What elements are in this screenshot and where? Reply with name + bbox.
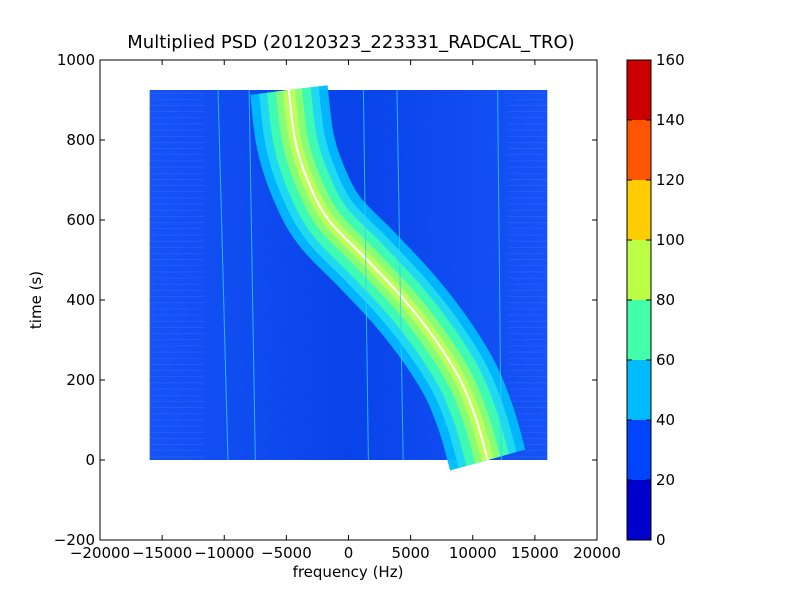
x-tick-label: −20000 (70, 544, 130, 562)
y-tick-label: 600 (66, 211, 95, 229)
x-tick-label: 15000 (511, 544, 559, 562)
x-tick-label: 5000 (392, 544, 430, 562)
tone-line (217, 89, 229, 461)
colorbar-segment (627, 300, 651, 360)
colorbar-segment (627, 420, 651, 480)
y-tick-label: 400 (66, 291, 95, 309)
tone-line (396, 89, 404, 461)
colorbar-segment (627, 120, 651, 180)
chart-title: Multiplied PSD (20120323_223331_RADCAL_T… (127, 32, 574, 53)
colorbar-segment (627, 360, 651, 420)
x-tick-label: 0 (344, 544, 354, 562)
colorbar-tick-label: 80 (656, 291, 675, 309)
colorbar: 0 20 40 60 80 100 120 140 160 (626, 51, 685, 549)
x-tick-label: 20000 (573, 544, 621, 562)
y-tick-label: 1000 (57, 51, 95, 69)
y-tick-label: 200 (66, 371, 95, 389)
trace-band (287, 89, 489, 461)
x-tick-label: −15000 (132, 544, 192, 562)
x-ticks: −20000 −15000 −10000 −5000 0 5000 10000 15000 20… (70, 60, 621, 562)
colorbar-tick-label: 40 (656, 411, 675, 429)
plot-area: −20000 −15000 −10000 −5000 0 5000 10000 15000 20… (54, 51, 621, 562)
heatmap (149, 85, 548, 471)
colorbar-tick-label: 140 (656, 111, 685, 129)
colorbar-tick-label: 60 (656, 351, 675, 369)
tone-line (362, 89, 369, 461)
colorbar-tick-label: 120 (656, 171, 685, 189)
x-tick-label: 10000 (449, 544, 497, 562)
x-tick-label: −5000 (261, 544, 312, 562)
y-axis-label: time (s) (27, 271, 45, 329)
colorbar-segment (627, 180, 651, 240)
y-tick-label: −200 (54, 531, 95, 549)
y-ticks: −200 0 200 400 600 800 1000 (54, 51, 597, 549)
y-tick-label: 0 (85, 451, 95, 469)
colorbar-segment (627, 480, 651, 540)
colorbar-segment (627, 60, 651, 120)
tone-line (497, 89, 502, 461)
x-tick-label: −10000 (194, 544, 254, 562)
tone-line (248, 89, 256, 461)
colorbar-tick-label: 160 (656, 51, 685, 69)
colorbar-tick-label: 100 (656, 231, 685, 249)
colorbar-tick-label: 20 (656, 471, 675, 489)
colorbar-tick-label: 0 (656, 531, 666, 549)
colorbar-segment (627, 240, 651, 300)
y-tick-label: 800 (66, 131, 95, 149)
x-axis-label: frequency (Hz) (293, 563, 404, 581)
